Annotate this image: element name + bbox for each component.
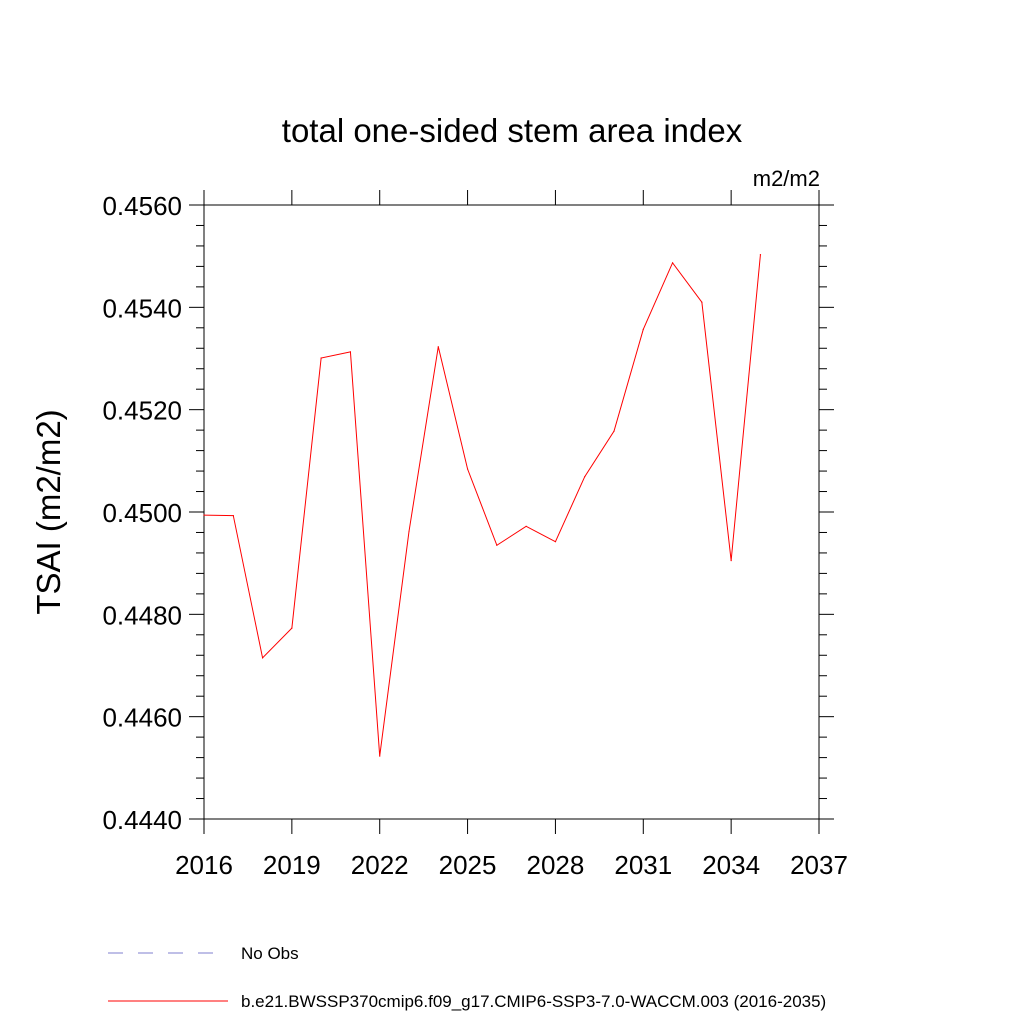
data-point bbox=[759, 254, 762, 256]
x-axis-ticks bbox=[203, 190, 820, 834]
y-axis-tick-labels: 0.4440 0.4460 0.4480 0.4500 0.4520 0.4540 0.45… bbox=[102, 191, 182, 835]
x-tick-label: 2025 bbox=[439, 850, 497, 880]
y-tick-label: 0.4520 bbox=[102, 396, 182, 426]
y-tick-label: 0.4460 bbox=[102, 703, 182, 733]
data-point bbox=[232, 514, 234, 517]
data-point bbox=[584, 476, 586, 478]
data-point bbox=[496, 544, 498, 546]
y-tick-label: 0.4500 bbox=[102, 498, 182, 528]
data-point bbox=[671, 262, 674, 264]
x-tick-label: 2016 bbox=[175, 850, 233, 880]
data-point bbox=[701, 301, 703, 303]
y-axis-ticks bbox=[189, 204, 834, 820]
data-point bbox=[525, 525, 527, 527]
data-point bbox=[379, 755, 381, 757]
legend: No Obs b.e21.BWSSP370cmip6.f09_g17.CMIP6… bbox=[108, 944, 826, 1011]
data-point bbox=[203, 514, 205, 516]
data-point bbox=[642, 328, 644, 330]
data-point bbox=[437, 346, 439, 348]
data-point bbox=[466, 468, 469, 470]
y-tick-label: 0.4540 bbox=[102, 293, 182, 323]
x-tick-label: 2034 bbox=[702, 850, 760, 880]
data-point bbox=[408, 530, 410, 533]
data-point bbox=[261, 657, 264, 659]
series-line-0 bbox=[203, 254, 761, 757]
x-tick-label: 2031 bbox=[614, 850, 672, 880]
legend-label-no-obs: No Obs bbox=[241, 944, 299, 963]
series-group bbox=[203, 254, 762, 757]
data-point bbox=[349, 351, 352, 353]
y-tick-label: 0.4440 bbox=[102, 805, 182, 835]
x-axis-tick-labels: 2016 2019 2022 2025 2028 2031 2034 2037 bbox=[175, 850, 848, 880]
data-point bbox=[320, 357, 322, 359]
chart-title: total one-sided stem area index bbox=[282, 112, 743, 149]
data-point bbox=[291, 627, 293, 629]
y-tick-label: 0.4560 bbox=[102, 191, 182, 221]
data-point bbox=[613, 430, 615, 432]
x-tick-label: 2022 bbox=[351, 850, 409, 880]
data-point bbox=[554, 541, 557, 543]
data-point bbox=[730, 560, 732, 562]
x-tick-label: 2028 bbox=[527, 850, 585, 880]
y-axis-label: TSAI (m2/m2) bbox=[30, 409, 67, 614]
y-tick-label: 0.4480 bbox=[102, 600, 182, 630]
x-tick-label: 2019 bbox=[263, 850, 321, 880]
plot-frame bbox=[203, 204, 820, 820]
legend-label-model: b.e21.BWSSP370cmip6.f09_g17.CMIP6-SSP3-7… bbox=[241, 992, 826, 1011]
x-tick-label: 2037 bbox=[790, 850, 848, 880]
units-label: m2/m2 bbox=[753, 166, 820, 191]
